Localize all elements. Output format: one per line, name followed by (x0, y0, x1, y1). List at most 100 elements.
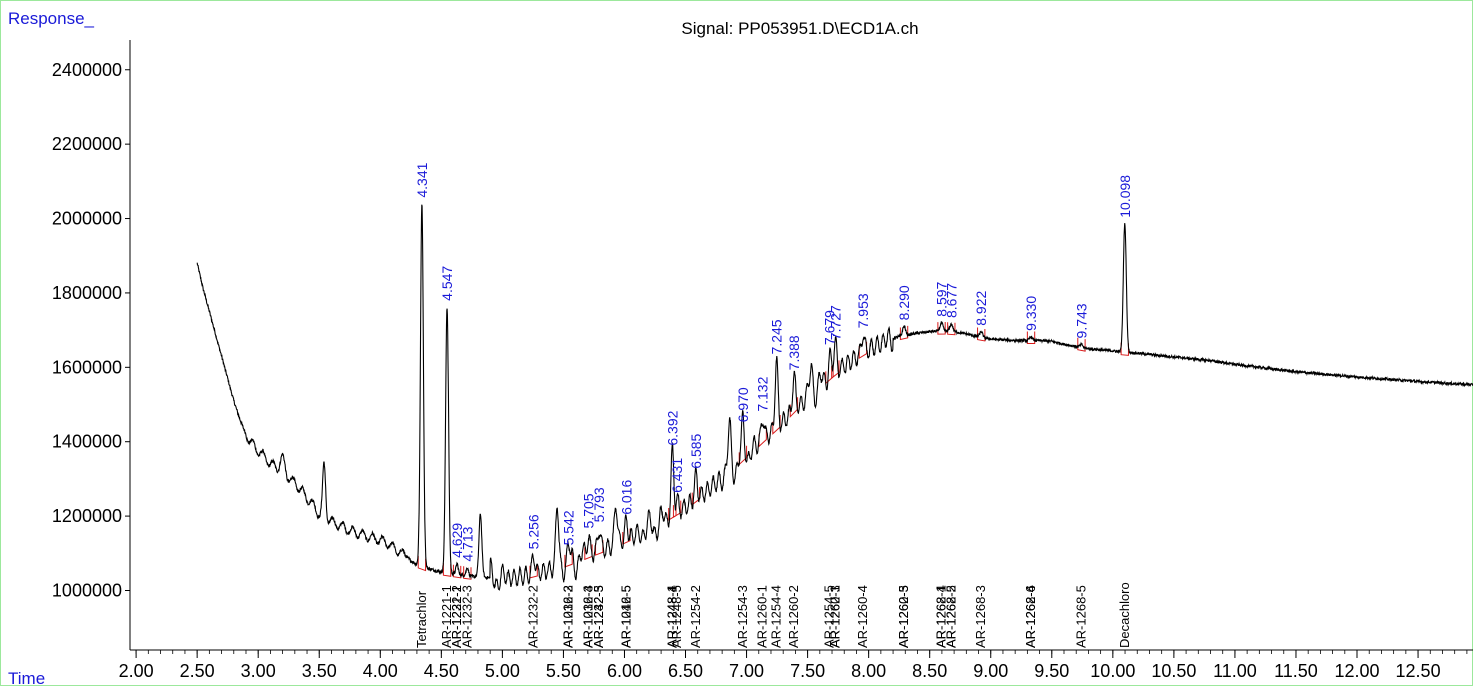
compound-label: AR-1016-3 (580, 585, 595, 648)
compound-label: AR-1260-3 (827, 585, 842, 648)
x-tick-label: 12.50 (1396, 661, 1441, 681)
peak-label: 5.542 (561, 510, 577, 545)
peak-label: 7.727 (827, 305, 843, 340)
x-tick-label: 11.00 (1213, 661, 1257, 681)
integration-baseline (463, 566, 472, 580)
signal-trace (196, 204, 1473, 591)
peak-label: 5.705 (580, 493, 596, 528)
y-ticks: 1000000 1200000 1400000 1600000 1800000 20000… (52, 60, 130, 600)
peak-label: 4.547 (439, 266, 455, 301)
peak-label: 6.431 (669, 458, 685, 493)
peak-label: 6.392 (664, 410, 680, 445)
integration-baseline (672, 500, 682, 519)
peak-label: 5.256 (526, 514, 542, 549)
compound-label: AR-1242-5 (618, 585, 633, 648)
compound-label: AR-1254-5 (821, 585, 836, 648)
integration-baseline (595, 540, 604, 556)
peak-label: 7.132 (755, 376, 771, 411)
compound-label: AR-1232-2 (526, 585, 541, 648)
compound-label: Decachloro (1117, 582, 1132, 648)
compound-label: AR-1221-2 (449, 585, 464, 648)
peak-label: 4.341 (414, 162, 430, 197)
x-tick-label: 10.00 (1090, 661, 1135, 681)
compound-label: AR-1248-5 (669, 585, 684, 648)
integration-baseline (831, 360, 840, 380)
compound-label: AR-1262-1 (827, 585, 842, 648)
compound-label: AR-1232-4 (580, 585, 595, 648)
compound-label: AR-1268-1 (934, 585, 949, 648)
x-tick-label: 8.50 (912, 661, 947, 681)
x-tick-label: 11.50 (1274, 661, 1318, 681)
x-tick-label: 5.00 (485, 661, 520, 681)
x-tick-label: 9.00 (973, 661, 1008, 681)
peak-label: 4.629 (449, 523, 465, 558)
integration-baseline (937, 322, 946, 335)
compound-label: AR-1232-3 (561, 585, 576, 648)
integration-baseline (417, 555, 427, 572)
x-tick-label: 5.50 (546, 661, 581, 681)
compound-label: AR-1248-1 (664, 585, 679, 648)
peak-label: 6.585 (688, 433, 704, 468)
y-tick-label: 1200000 (52, 506, 122, 526)
compound-label: AR-1260-2 (786, 585, 801, 648)
x-tick-label: 4.00 (363, 661, 398, 681)
integration-baseline (452, 564, 462, 579)
integration-baseline (738, 445, 748, 466)
peak-label: 8.290 (896, 285, 912, 320)
x-ticks: 2.00 2.50 3.00 3.50 4.00 4.50 5.00 5.50 6.00 6.50… (119, 650, 1468, 681)
compound-label: Tetrachlor (414, 590, 429, 648)
x-tick-label: 9.50 (1034, 661, 1069, 681)
y-tick-label: 2200000 (52, 134, 122, 154)
x-tick-label: 7.50 (790, 661, 825, 681)
x-tick-label: 3.50 (302, 661, 337, 681)
peak-label: 4.713 (459, 526, 475, 561)
compound-label: AR-1242-3 (591, 585, 606, 648)
peak-label: 9.330 (1023, 296, 1039, 331)
x-tick-label: 10.50 (1151, 661, 1196, 681)
compound-label: AR-1232-5 (591, 585, 606, 648)
integration-baseline (1120, 342, 1129, 356)
integration-baseline (442, 563, 452, 577)
compound-label: AR-1262-5 (943, 585, 958, 648)
compound-label: AR-1232-3 (459, 585, 474, 648)
peak-label: 7.953 (855, 293, 871, 328)
compound-label: AR-1016-5 (618, 585, 633, 648)
integration-baseline (825, 364, 834, 385)
compound-label: AR-1268-5 (1073, 585, 1088, 648)
peak-label: 8.677 (943, 283, 959, 318)
compound-label: AR-1268-2 (943, 585, 958, 648)
compound-label: AR-1262-6 (1023, 585, 1038, 648)
y-tick-label: 1600000 (52, 357, 122, 377)
peak-label: 5.793 (591, 487, 607, 522)
x-axis-title: Time (8, 669, 45, 686)
compound-label: AR-1254-3 (735, 585, 750, 648)
integration-marks (417, 322, 1129, 580)
integration-baseline (977, 327, 986, 342)
compound-label: AR-1268-3 (973, 585, 988, 648)
compound-label: AR-1260-4 (855, 585, 870, 648)
y-tick-label: 2000000 (52, 209, 122, 229)
integration-baseline (564, 552, 573, 568)
compound-label: AR-1260-5 (896, 585, 911, 648)
x-tick-label: 7.00 (729, 661, 764, 681)
compound-label: AR-1262-3 (896, 585, 911, 648)
x-tick-label: 2.50 (180, 661, 215, 681)
y-axis-title: Response_ (8, 9, 95, 28)
compound-labels: Tetrachlor AR-1221-1AR-1221-2AR-1232-1AR-… (414, 582, 1132, 648)
integration-baseline (691, 487, 701, 506)
integration-baseline (899, 325, 909, 341)
x-tick-label: 2.00 (119, 661, 154, 681)
peak-label: 6.016 (618, 480, 634, 515)
compound-label: AR-1254-2 (688, 585, 703, 648)
compound-label: AR-1254-4 (768, 585, 783, 648)
peak-label: 7.679 (821, 310, 837, 345)
peak-label: 7.245 (768, 319, 784, 354)
x-tick-label: 12.00 (1334, 661, 1379, 681)
x-tick-label: 6.50 (668, 661, 703, 681)
peak-label: 9.743 (1073, 303, 1089, 338)
x-tick-label: 6.00 (607, 661, 642, 681)
peak-label: 10.098 (1117, 175, 1133, 218)
